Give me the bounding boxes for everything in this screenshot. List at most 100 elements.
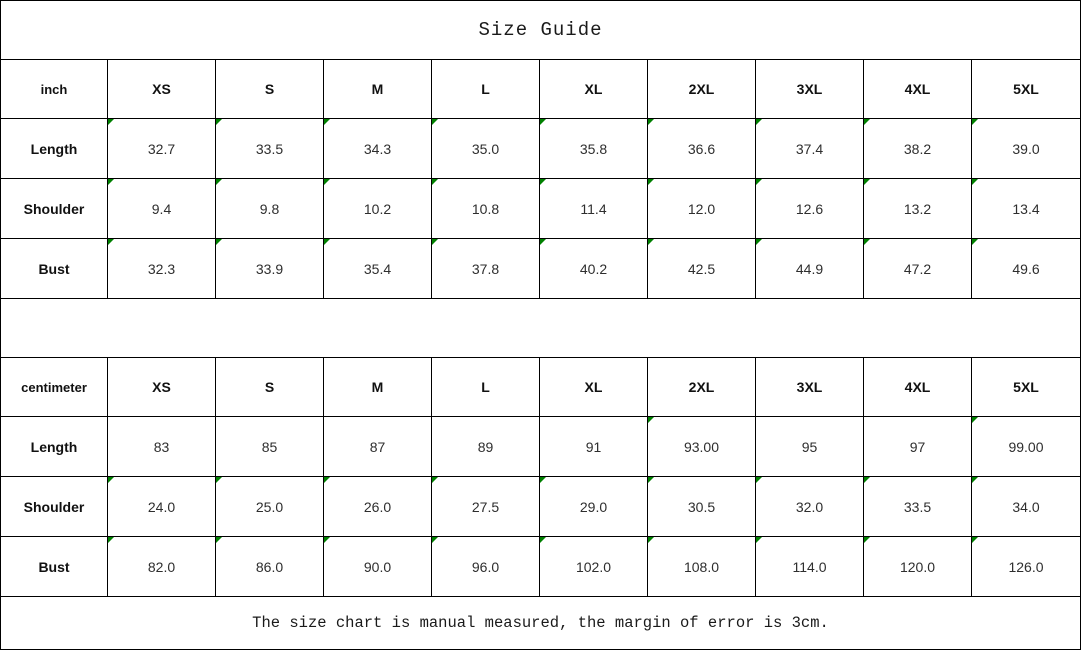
title-row: Size Guide: [0, 0, 1081, 60]
value-cell: 33.9: [215, 238, 324, 299]
value-cell: 35.4: [323, 238, 432, 299]
green-corner-marker-icon: [540, 239, 546, 245]
footer-row: The size chart is manual measured, the m…: [0, 596, 1081, 650]
value-cell: 26.0: [323, 476, 432, 537]
value-cell: 11.4: [539, 178, 648, 239]
size-header-cell: 4XL: [863, 357, 972, 417]
green-corner-marker-icon: [216, 179, 222, 185]
value-cell: 87: [323, 416, 432, 477]
value-cell: 37.8: [431, 238, 540, 299]
spacer-row: [0, 298, 1081, 358]
green-corner-marker-icon: [216, 119, 222, 125]
green-corner-marker-icon: [864, 537, 870, 543]
value-cell: 99.00: [971, 416, 1081, 477]
size-header-cell: S: [215, 59, 324, 119]
size-header-cell: XL: [539, 59, 648, 119]
value-cell: 34.3: [323, 118, 432, 179]
value-cell: 32.3: [107, 238, 216, 299]
green-corner-marker-icon: [864, 477, 870, 483]
size-header-cell: L: [431, 59, 540, 119]
spacer-cell: [0, 298, 1081, 358]
measurement-row: Length 83 85 87 89 91 93.00 95 97 99.00: [0, 416, 1081, 477]
green-corner-marker-icon: [432, 239, 438, 245]
value-cell: 36.6: [647, 118, 756, 179]
green-corner-marker-icon: [432, 119, 438, 125]
size-header-cell: XS: [107, 357, 216, 417]
value-cell: 83: [107, 416, 216, 477]
footer-note: The size chart is manual measured, the m…: [0, 596, 1081, 650]
green-corner-marker-icon: [324, 179, 330, 185]
green-corner-marker-icon: [648, 239, 654, 245]
size-header-cell: S: [215, 357, 324, 417]
value-cell: 33.5: [215, 118, 324, 179]
green-corner-marker-icon: [648, 477, 654, 483]
value-cell: 13.2: [863, 178, 972, 239]
green-corner-marker-icon: [864, 239, 870, 245]
measurement-row: Bust 82.0 86.0 90.0 96.0 102.0 108.0 114.0 120.0…: [0, 536, 1081, 597]
value-cell: 39.0: [971, 118, 1081, 179]
size-header-cell: XL: [539, 357, 648, 417]
green-corner-marker-icon: [756, 239, 762, 245]
size-header-row: inch XS S M L XL 2XL 3XL 4XL 5XL: [0, 59, 1081, 119]
unit-label-cell: inch: [0, 59, 108, 119]
value-cell: 47.2: [863, 238, 972, 299]
value-cell: 95: [755, 416, 864, 477]
green-corner-marker-icon: [648, 119, 654, 125]
green-corner-marker-icon: [324, 537, 330, 543]
value-cell: 24.0: [107, 476, 216, 537]
row-label-cell: Shoulder: [0, 178, 108, 239]
row-label-cell: Length: [0, 416, 108, 477]
value-cell: 9.8: [215, 178, 324, 239]
value-cell: 89: [431, 416, 540, 477]
green-corner-marker-icon: [864, 119, 870, 125]
value-cell: 44.9: [755, 238, 864, 299]
row-label-cell: Bust: [0, 238, 108, 299]
value-cell: 25.0: [215, 476, 324, 537]
value-cell: 34.0: [971, 476, 1081, 537]
unit-label-cell: centimeter: [0, 357, 108, 417]
value-cell: 13.4: [971, 178, 1081, 239]
green-corner-marker-icon: [108, 119, 114, 125]
row-label-cell: Shoulder: [0, 476, 108, 537]
inch-table-body: inch XS S M L XL 2XL 3XL 4XL 5XL Length 32.7 33.5 34.…: [0, 59, 1081, 299]
row-label-cell: Length: [0, 118, 108, 179]
value-cell: 90.0: [323, 536, 432, 597]
size-header-row: centimeter XS S M L XL 2XL 3XL 4XL 5XL: [0, 357, 1081, 417]
green-corner-marker-icon: [324, 119, 330, 125]
value-cell: 126.0: [971, 536, 1081, 597]
measurement-row: Bust 32.3 33.9 35.4 37.8 40.2 42.5 44.9 47.2 49.6: [0, 238, 1081, 299]
value-cell: 97: [863, 416, 972, 477]
size-header-cell: 2XL: [647, 59, 756, 119]
value-cell: 37.4: [755, 118, 864, 179]
green-corner-marker-icon: [324, 477, 330, 483]
green-corner-marker-icon: [216, 477, 222, 483]
value-cell: 35.0: [431, 118, 540, 179]
value-cell: 91: [539, 416, 648, 477]
centimeter-table-body: centimeter XS S M L XL 2XL 3XL 4XL 5XL Length 83 85 8…: [0, 357, 1081, 597]
size-header-cell: 3XL: [755, 59, 864, 119]
value-cell: 32.0: [755, 476, 864, 537]
green-corner-marker-icon: [540, 179, 546, 185]
green-corner-marker-icon: [432, 477, 438, 483]
value-cell: 30.5: [647, 476, 756, 537]
green-corner-marker-icon: [756, 119, 762, 125]
size-header-cell: L: [431, 357, 540, 417]
green-corner-marker-icon: [756, 179, 762, 185]
value-cell: 102.0: [539, 536, 648, 597]
measurement-row: Length 32.7 33.5 34.3 35.0 35.8 36.6 37.4 38.2 39…: [0, 118, 1081, 179]
green-corner-marker-icon: [540, 477, 546, 483]
size-header-cell: 3XL: [755, 357, 864, 417]
green-corner-marker-icon: [216, 239, 222, 245]
value-cell: 10.8: [431, 178, 540, 239]
size-header-cell: 5XL: [971, 59, 1081, 119]
green-corner-marker-icon: [540, 537, 546, 543]
size-header-cell: M: [323, 357, 432, 417]
value-cell: 10.2: [323, 178, 432, 239]
measurement-row: Shoulder 24.0 25.0 26.0 27.5 29.0 30.5 32.0 33.5…: [0, 476, 1081, 537]
value-cell: 29.0: [539, 476, 648, 537]
value-cell: 33.5: [863, 476, 972, 537]
green-corner-marker-icon: [972, 417, 978, 423]
value-cell: 120.0: [863, 536, 972, 597]
